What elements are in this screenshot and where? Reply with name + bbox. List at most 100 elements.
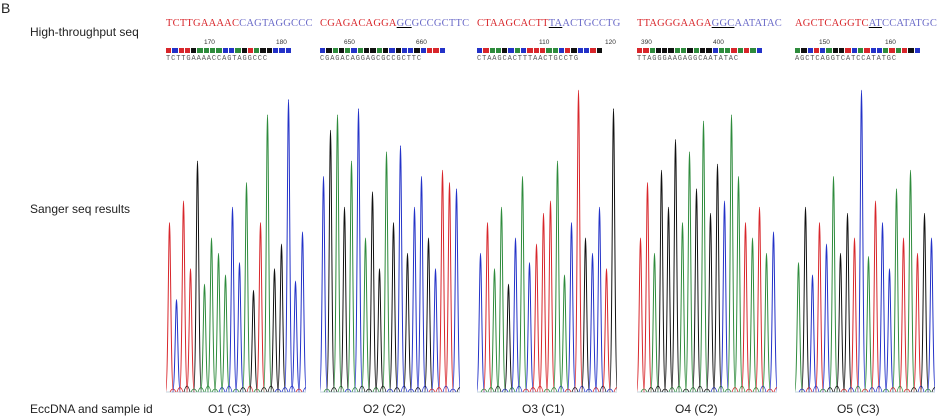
high-throughput-sequence: AGCTCAGGTCATCCATATGC bbox=[795, 18, 937, 29]
base-color-cell bbox=[750, 48, 756, 53]
trace-peak bbox=[518, 175, 527, 393]
trace-peak bbox=[532, 243, 541, 393]
base-color-cell bbox=[191, 48, 197, 53]
trace-noise bbox=[647, 387, 655, 393]
trace-peak bbox=[678, 222, 687, 393]
base-color-cell bbox=[895, 48, 902, 53]
base-color-cell bbox=[807, 48, 813, 53]
trace-peak bbox=[720, 200, 729, 393]
trace-peak bbox=[643, 182, 652, 393]
position-tick: 150 bbox=[819, 39, 830, 46]
high-throughput-seq-label: High-throughput seq bbox=[30, 25, 139, 39]
base-color-cell bbox=[395, 48, 401, 53]
trace-peak bbox=[913, 252, 922, 393]
chromatogram-trace bbox=[795, 89, 935, 393]
sequence-right-part: CCATATGC bbox=[882, 18, 938, 29]
trace-peak bbox=[801, 206, 810, 393]
base-color-cell bbox=[439, 48, 445, 53]
trace-noise bbox=[358, 385, 366, 393]
sequence-left-part: TTAGGGAAGA bbox=[637, 18, 712, 29]
trace-noise bbox=[169, 388, 177, 393]
trace-peak bbox=[808, 274, 817, 393]
sequence-junction-part: GC bbox=[396, 18, 412, 29]
base-color-cell bbox=[235, 48, 241, 53]
trace-peak bbox=[410, 206, 419, 393]
trace-noise bbox=[225, 385, 233, 393]
trace-noise bbox=[421, 385, 429, 393]
trace-noise bbox=[302, 387, 306, 393]
trace-peak bbox=[685, 151, 694, 393]
sample-panel-5: AGCTCAGGTCATCCATATGC 150 160 AGCTCAGGTCA… bbox=[795, 0, 939, 418]
trace-noise bbox=[875, 385, 883, 393]
trace-peak bbox=[727, 114, 736, 393]
sample-id: O5 (C3) bbox=[837, 402, 880, 416]
trace-noise bbox=[717, 385, 725, 393]
base-color-cell bbox=[514, 48, 521, 53]
trace-peak bbox=[748, 237, 757, 393]
sequence-left-part: CGAGACAGGA bbox=[320, 18, 397, 29]
base-color-cell bbox=[166, 48, 172, 53]
base-color-cell bbox=[533, 48, 539, 53]
position-tick: 120 bbox=[605, 39, 616, 46]
base-color-cell bbox=[706, 48, 712, 53]
sequence-right-part: ACTGCCTG bbox=[562, 18, 621, 29]
base-color-cell bbox=[712, 48, 718, 53]
base-color-cell bbox=[433, 48, 439, 53]
base-color-bar bbox=[477, 48, 603, 54]
trace-peak bbox=[368, 191, 377, 393]
base-color-cell bbox=[420, 48, 427, 53]
base-color-cell bbox=[408, 48, 414, 53]
base-color-cell bbox=[254, 48, 260, 53]
sequence-left-part: AGCTCAGGTC bbox=[795, 18, 869, 29]
trace-peak bbox=[699, 120, 708, 393]
position-tick: 650 bbox=[344, 39, 355, 46]
trace-peak bbox=[256, 222, 265, 393]
base-call-letters: TTAGGGAAGAGGCAATATAC bbox=[637, 55, 740, 63]
trace-peak bbox=[539, 212, 548, 393]
trace-peak bbox=[417, 175, 426, 393]
trace-peak bbox=[200, 283, 209, 393]
sample-id: O4 (C2) bbox=[675, 402, 718, 416]
base-call-letters: TCTTGAAAACCAGTAGGCCC bbox=[166, 55, 269, 63]
trace-peak bbox=[396, 145, 405, 393]
trace-peak bbox=[497, 206, 506, 393]
trace-noise bbox=[508, 387, 516, 393]
base-color-cell bbox=[382, 48, 389, 53]
base-color-cell bbox=[908, 48, 914, 53]
base-color-bar bbox=[637, 48, 763, 54]
base-color-cell bbox=[832, 48, 839, 53]
chromatogram-trace bbox=[637, 114, 777, 393]
base-color-cell bbox=[376, 48, 382, 53]
trace-noise bbox=[654, 385, 662, 393]
trace-peak bbox=[375, 268, 384, 393]
trace-peak bbox=[671, 138, 680, 393]
trace-peak bbox=[207, 237, 216, 393]
sequence-left-part: CTAAGCACTT bbox=[477, 18, 549, 29]
trace-peak bbox=[864, 255, 873, 393]
base-color-cell bbox=[584, 48, 590, 53]
base-color-cell bbox=[527, 48, 533, 53]
sequence-left-part: TCTTGAAAAC bbox=[166, 18, 240, 29]
base-color-cell bbox=[357, 48, 364, 53]
trace-peak bbox=[741, 222, 750, 393]
trace-peak bbox=[424, 237, 433, 393]
sequence-right-part: CAGTAGGCCC bbox=[239, 18, 313, 29]
base-color-cell bbox=[266, 48, 273, 53]
sequence-junction-part: AT bbox=[868, 18, 882, 29]
base-color-cell bbox=[489, 48, 495, 53]
base-color-cell bbox=[674, 48, 681, 53]
base-color-cell bbox=[345, 48, 351, 53]
base-color-cell bbox=[247, 48, 254, 53]
sample-id: O1 (C3) bbox=[208, 402, 251, 416]
trace-peak bbox=[657, 169, 666, 393]
panel-letter: B bbox=[1, 0, 11, 16]
base-color-cell bbox=[414, 48, 420, 53]
trace-peak bbox=[242, 182, 251, 393]
base-color-cell bbox=[279, 48, 285, 53]
base-color-cell bbox=[338, 48, 345, 53]
trace-noise bbox=[613, 387, 617, 393]
sample-panel-2: CGAGACAGGAGCGCCGCTTC 650 660 CGAGACAGGAG… bbox=[320, 0, 470, 418]
high-throughput-sequence: TCTTGAAAACCAGTAGGCCC bbox=[166, 18, 313, 29]
base-color-cell bbox=[876, 48, 883, 53]
base-color-cell bbox=[495, 48, 502, 53]
